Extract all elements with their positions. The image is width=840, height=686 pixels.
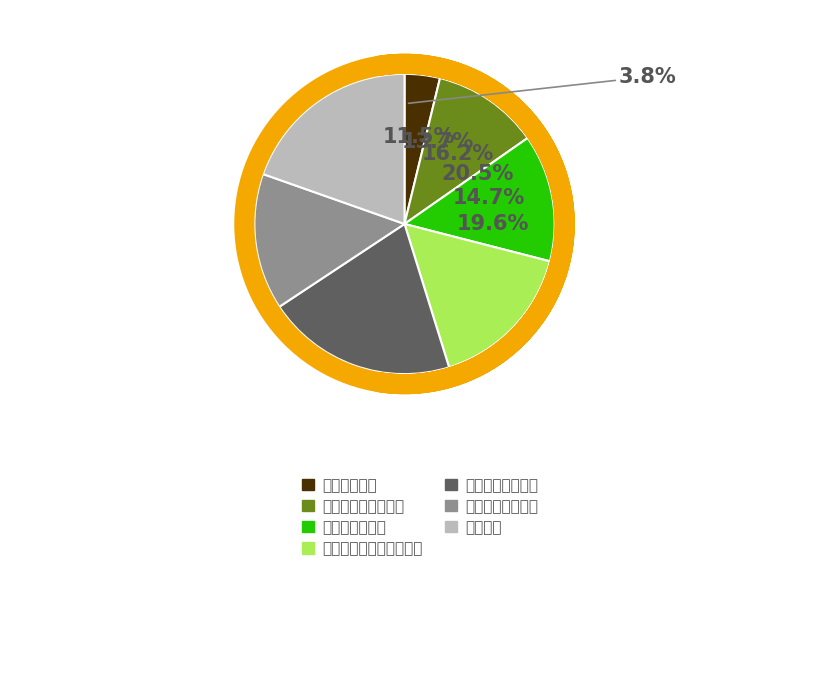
Text: 11.5%: 11.5%: [383, 127, 455, 147]
Polygon shape: [234, 54, 575, 394]
Text: 19.6%: 19.6%: [457, 214, 529, 235]
Text: 13.7%: 13.7%: [402, 132, 474, 152]
Wedge shape: [405, 224, 550, 367]
Text: 3.8%: 3.8%: [408, 67, 676, 104]
Wedge shape: [279, 224, 449, 374]
Text: 20.5%: 20.5%: [441, 164, 513, 184]
Legend: 週に１回以上, 月に２～３回くらい, 月に１回くらい, ２～３ヶ月に１回くらい, 半年に１回くらい, １年に１回くらい, それ以下: 週に１回以上, 月に２～３回くらい, 月に１回くらい, ２～３ヶ月に１回くらい,…: [296, 471, 544, 562]
Wedge shape: [263, 74, 405, 224]
Wedge shape: [405, 74, 440, 224]
Text: 14.7%: 14.7%: [453, 188, 525, 209]
Wedge shape: [405, 138, 554, 261]
Text: 16.2%: 16.2%: [422, 143, 494, 163]
Wedge shape: [405, 78, 528, 224]
Wedge shape: [255, 174, 405, 307]
